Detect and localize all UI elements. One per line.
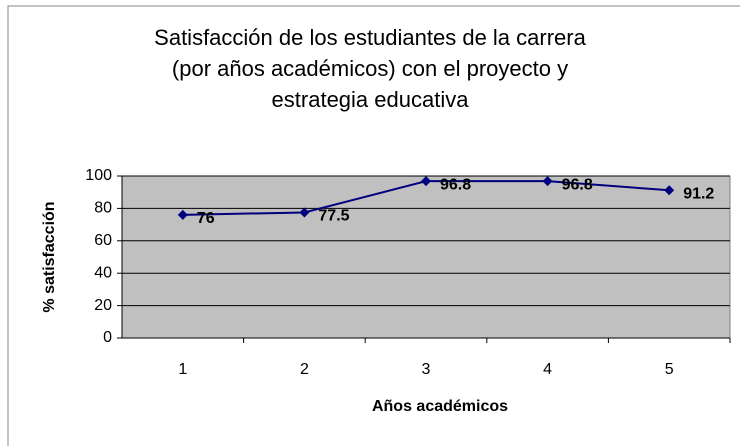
plot-area (121, 175, 731, 339)
x-tick-label: 3 (422, 361, 431, 378)
y-tick-label: 20 (94, 297, 112, 314)
point-marker (664, 185, 675, 196)
data-label: 91.2 (683, 185, 714, 202)
data-label: 96.8 (440, 176, 471, 193)
point-marker (421, 176, 431, 187)
data-label: 76 (197, 210, 215, 227)
chart-title: Satisfacción de los estudiantes de la ca… (154, 25, 586, 112)
x-tick-label: 4 (543, 361, 552, 378)
data-label: 96.8 (562, 176, 593, 193)
point-marker (299, 207, 310, 218)
x-tick-label: 2 (300, 361, 309, 378)
x-tick-label: 5 (665, 361, 674, 378)
y-tick-label: 0 (103, 329, 112, 346)
point-marker (542, 176, 553, 187)
y-tick-label: 100 (85, 167, 112, 184)
data-label: 77.5 (318, 208, 349, 225)
point-marker (177, 209, 188, 220)
y-tick-label: 40 (94, 264, 112, 281)
y-axis-label: % satisfacción (41, 201, 58, 312)
chart-frame (7, 5, 740, 446)
x-tick-label: 1 (178, 361, 187, 378)
x-axis-label: Años académicos (372, 398, 508, 415)
y-tick-label: 60 (94, 232, 112, 249)
y-tick-label: 80 (94, 200, 112, 217)
